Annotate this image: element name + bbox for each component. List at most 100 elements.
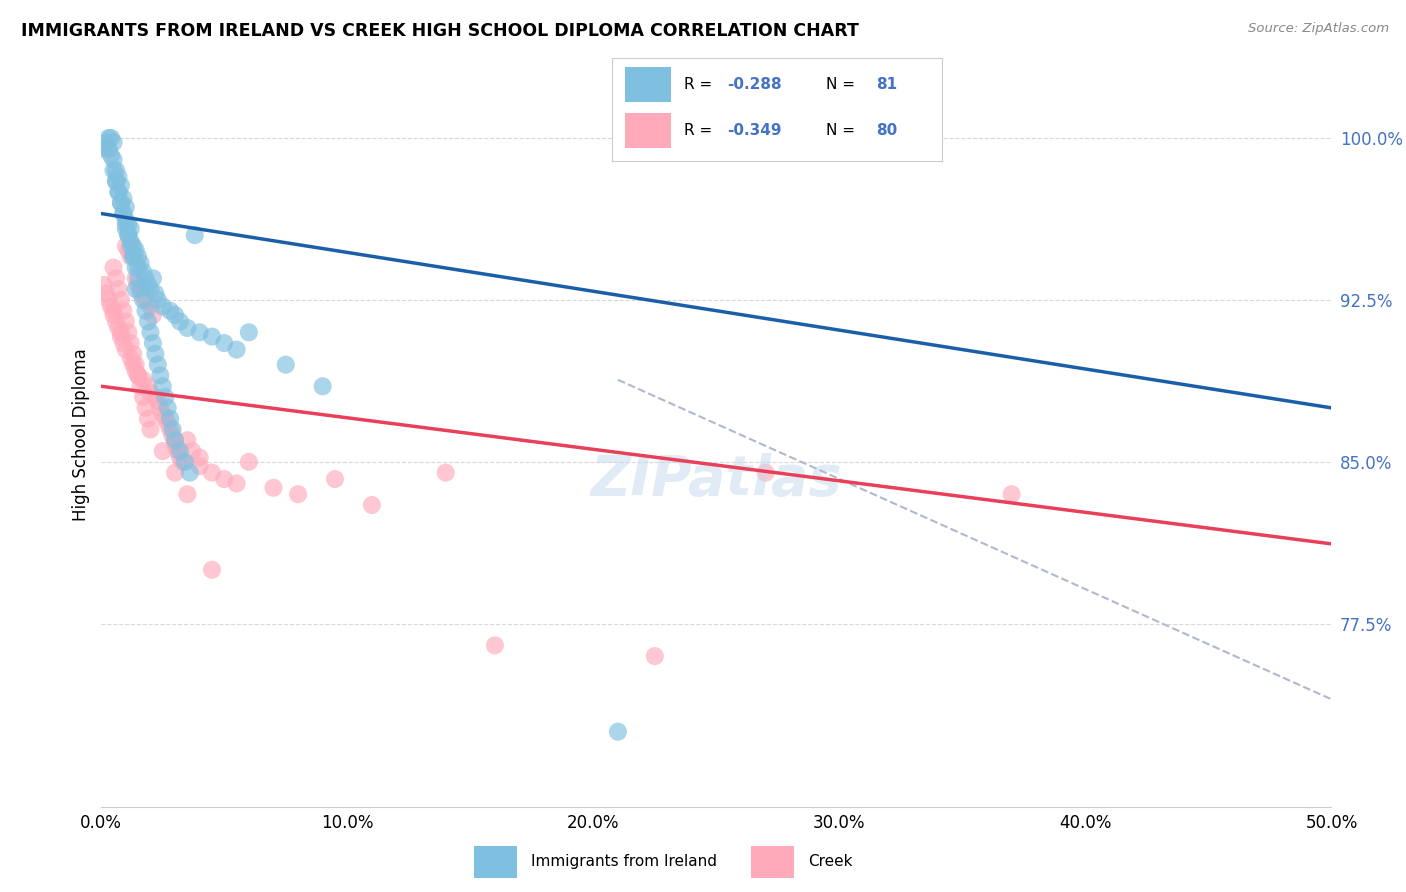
Point	[156, 401, 179, 415]
Text: N =: N =	[827, 77, 860, 92]
Point	[125, 282, 148, 296]
Point	[644, 649, 666, 664]
Point	[117, 228, 139, 243]
Point	[361, 498, 384, 512]
Point	[120, 351, 142, 366]
Point	[120, 250, 142, 264]
Point	[103, 303, 125, 318]
Point	[165, 434, 187, 448]
Point	[181, 444, 204, 458]
Point	[132, 390, 155, 404]
Point	[125, 260, 148, 275]
Point	[146, 358, 169, 372]
Point	[127, 260, 149, 275]
Point	[201, 329, 224, 343]
Point	[179, 466, 201, 480]
Point	[434, 466, 457, 480]
Text: 81: 81	[876, 77, 897, 92]
Point	[97, 142, 120, 156]
Point	[162, 429, 184, 443]
Point	[142, 308, 165, 322]
Point	[162, 422, 184, 436]
Point	[103, 260, 125, 275]
Point	[117, 244, 139, 258]
Point	[132, 265, 155, 279]
Point	[165, 466, 187, 480]
Point	[127, 250, 149, 264]
Text: Creek: Creek	[808, 855, 852, 869]
Point	[127, 368, 149, 383]
Point	[120, 239, 142, 253]
Point	[155, 390, 177, 404]
Point	[117, 326, 139, 340]
Point	[107, 169, 129, 184]
Point	[97, 293, 120, 307]
Point	[146, 394, 169, 409]
Point	[97, 142, 120, 156]
Point	[312, 379, 335, 393]
Point	[152, 408, 174, 422]
Point	[127, 368, 149, 383]
Point	[142, 271, 165, 285]
Point	[93, 142, 115, 156]
Point	[129, 256, 152, 270]
Point	[107, 282, 129, 296]
Point	[112, 336, 135, 351]
Point	[112, 191, 135, 205]
Point	[117, 218, 139, 232]
Point	[93, 277, 115, 292]
Point	[115, 218, 138, 232]
Point	[172, 455, 194, 469]
Point	[122, 347, 145, 361]
Point	[125, 364, 148, 378]
Point	[323, 472, 346, 486]
Point	[96, 136, 118, 150]
Point	[122, 250, 145, 264]
Point	[122, 250, 145, 264]
Point	[135, 271, 157, 285]
Bar	[624, 113, 671, 148]
Point	[107, 185, 129, 199]
Point	[96, 286, 118, 301]
Point	[110, 178, 132, 193]
Point	[103, 153, 125, 167]
Point	[287, 487, 309, 501]
Point	[135, 401, 157, 415]
Point	[112, 206, 135, 220]
Point	[122, 358, 145, 372]
Point	[214, 472, 236, 486]
Point	[145, 286, 167, 301]
Point	[100, 148, 122, 162]
Point	[183, 228, 207, 243]
Text: -0.349: -0.349	[727, 123, 782, 138]
Point	[129, 282, 152, 296]
Point	[225, 343, 247, 357]
Point	[107, 185, 129, 199]
Point	[115, 239, 138, 253]
Point	[263, 481, 285, 495]
Point	[165, 437, 187, 451]
Point	[103, 308, 125, 322]
Point	[112, 206, 135, 220]
Point	[155, 411, 177, 425]
Point	[115, 343, 138, 357]
Point	[1001, 487, 1024, 501]
Point	[156, 416, 179, 430]
Point	[484, 638, 506, 652]
Point	[176, 321, 198, 335]
Point	[132, 293, 155, 307]
Point	[145, 390, 167, 404]
Point	[103, 163, 125, 178]
Point	[120, 235, 142, 249]
Point	[105, 314, 128, 328]
Point	[136, 314, 159, 328]
Point	[152, 379, 174, 393]
Point	[135, 293, 157, 307]
Point	[129, 286, 152, 301]
Point	[149, 401, 172, 415]
Point	[122, 239, 145, 253]
Point	[165, 434, 187, 448]
Point	[139, 299, 162, 313]
Bar	[474, 847, 516, 879]
Point	[112, 303, 135, 318]
